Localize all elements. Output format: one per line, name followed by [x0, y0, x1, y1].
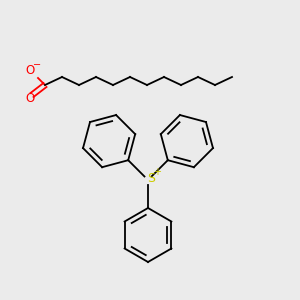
Text: +: + [153, 167, 161, 177]
Text: O: O [26, 92, 34, 104]
Text: −: − [33, 60, 41, 70]
Text: O: O [26, 64, 34, 76]
Text: S: S [147, 172, 155, 184]
